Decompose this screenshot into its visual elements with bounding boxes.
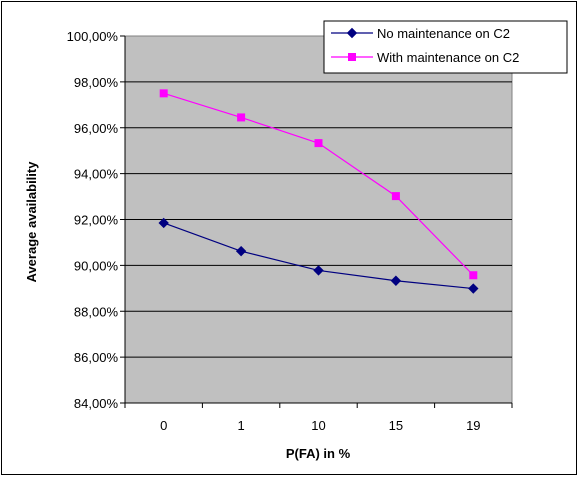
- y-tick-label: 86,00%: [74, 350, 119, 365]
- data-point: [468, 283, 479, 294]
- legend: No maintenance on C2 With maintenance on …: [323, 20, 568, 74]
- legend-label: With maintenance on C2: [377, 50, 519, 65]
- y-axis-title: Average availability: [24, 161, 39, 283]
- data-point: [235, 245, 247, 257]
- data-point: [158, 217, 169, 229]
- legend-label: No maintenance on C2: [377, 26, 510, 41]
- y-tick-label: 90,00%: [74, 258, 119, 273]
- x-tick-label: 1: [237, 418, 244, 433]
- x-axis-title: P(FA) in %: [286, 446, 351, 461]
- legend-box: [323, 20, 568, 74]
- series: [158, 89, 479, 294]
- data-point: [390, 275, 402, 286]
- x-tick-label: 15: [389, 418, 403, 433]
- data-point: [314, 139, 323, 148]
- y-tick-label: 100,00%: [67, 29, 119, 44]
- y-tick-label: 92,00%: [74, 213, 119, 228]
- y-tick-label: 88,00%: [74, 304, 119, 319]
- series-2: [159, 89, 478, 280]
- data-point: [469, 271, 478, 280]
- data-point: [391, 192, 400, 201]
- y-axis-ticks: 84,00% 86,00% 88,00% 90,00% 92,00% 94,00% 96,0…: [67, 29, 125, 411]
- data-point: [159, 89, 168, 98]
- series-1: [158, 217, 479, 294]
- y-tick-label: 96,00%: [74, 121, 119, 136]
- data-point: [237, 113, 246, 122]
- x-tick-label: 19: [466, 418, 480, 433]
- x-tick-label: 0: [160, 418, 167, 433]
- y-tick-label: 98,00%: [74, 75, 119, 90]
- legend-marker: [346, 27, 358, 39]
- x-axis-ticks: 0 1 10 15 19: [124, 403, 513, 433]
- y-tick-label: 84,00%: [74, 396, 119, 411]
- x-tick-label: 10: [311, 418, 325, 433]
- data-point: [313, 265, 324, 276]
- y-tick-label: 94,00%: [74, 167, 119, 182]
- legend-marker: [348, 53, 356, 61]
